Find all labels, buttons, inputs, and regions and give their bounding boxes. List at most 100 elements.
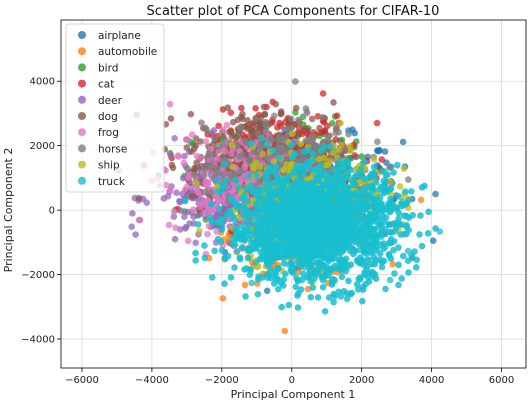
- data-point: [292, 104, 300, 112]
- data-point: [328, 255, 336, 263]
- data-point: [288, 141, 295, 149]
- data-point: [335, 146, 343, 153]
- data-point: [286, 210, 293, 218]
- data-point: [394, 161, 401, 169]
- data-point: [275, 131, 283, 139]
- data-point: [314, 270, 322, 277]
- data-point: [353, 257, 361, 265]
- data-point: [303, 228, 310, 235]
- data-point: [216, 205, 223, 212]
- data-point: [166, 100, 174, 108]
- data-point: [232, 200, 240, 208]
- data-point: [168, 161, 176, 169]
- data-point: [396, 183, 404, 190]
- data-point: [135, 216, 143, 224]
- data-point: [135, 194, 143, 202]
- data-point: [343, 295, 351, 303]
- data-point: [378, 156, 386, 163]
- plot-frame: [60, 19, 527, 369]
- legend-marker: [78, 63, 86, 72]
- data-point: [333, 124, 341, 131]
- data-point: [264, 274, 272, 282]
- data-point: [263, 140, 271, 148]
- data-point: [251, 239, 258, 246]
- x-axis-label: Principal Component 1: [231, 388, 356, 401]
- data-point: [370, 169, 378, 177]
- data-point: [338, 193, 345, 200]
- data-point: [259, 235, 266, 243]
- data-point: [294, 199, 302, 206]
- data-point: [260, 103, 268, 111]
- data-point: [367, 269, 375, 276]
- x-tick-label: 4000: [419, 375, 444, 386]
- data-point: [218, 215, 225, 223]
- data-point: [357, 237, 365, 244]
- data-point: [208, 129, 215, 137]
- data-point: [330, 149, 337, 157]
- data-point: [208, 218, 216, 226]
- data-point: [235, 230, 242, 237]
- data-point: [363, 183, 371, 190]
- data-point: [380, 189, 388, 197]
- y-tick-label: −4000: [21, 335, 55, 346]
- data-point: [167, 115, 175, 122]
- data-point: [245, 254, 252, 262]
- data-point: [294, 176, 302, 184]
- data-point: [292, 283, 300, 291]
- data-point: [303, 203, 311, 210]
- data-point: [212, 213, 219, 220]
- data-point: [269, 146, 277, 154]
- data-point: [412, 264, 420, 271]
- data-point: [284, 126, 292, 133]
- data-point: [285, 301, 293, 309]
- data-point: [280, 244, 287, 251]
- data-point: [357, 212, 365, 220]
- data-point: [240, 212, 247, 219]
- data-point: [319, 274, 327, 281]
- data-point: [248, 140, 255, 147]
- data-point: [196, 227, 203, 235]
- data-point: [160, 195, 168, 202]
- data-point: [252, 105, 259, 112]
- data-point: [308, 199, 316, 206]
- data-point: [192, 249, 199, 257]
- axis-ticks: −6000 −4000 −2000 0 2000 4000 6000−4000−200002…: [21, 77, 514, 386]
- data-point: [296, 247, 304, 255]
- data-point: [189, 206, 197, 213]
- data-point: [214, 169, 222, 176]
- data-point: [267, 201, 274, 209]
- data-point: [222, 177, 229, 184]
- data-point: [201, 242, 208, 249]
- data-point: [232, 177, 239, 184]
- data-point: [359, 286, 367, 293]
- data-point: [350, 181, 358, 189]
- data-point: [245, 172, 253, 180]
- data-point: [404, 197, 412, 204]
- data-point: [236, 255, 244, 263]
- data-point: [320, 216, 328, 224]
- data-point: [200, 188, 208, 196]
- data-point: [387, 184, 395, 192]
- data-point: [213, 228, 221, 235]
- data-point: [231, 241, 239, 248]
- data-point: [332, 165, 339, 173]
- data-point: [369, 249, 376, 256]
- data-point: [329, 120, 336, 127]
- data-point: [188, 131, 196, 138]
- data-point: [281, 327, 289, 335]
- legend-entry: automobile: [98, 46, 157, 58]
- data-point: [295, 230, 302, 238]
- data-point: [319, 261, 327, 268]
- data-point: [209, 274, 216, 281]
- data-point: [267, 196, 274, 204]
- data-point: [327, 193, 335, 200]
- data-point: [253, 200, 260, 207]
- x-tick-label: 6000: [489, 375, 514, 386]
- legend-marker: [78, 47, 86, 56]
- data-point: [297, 140, 305, 148]
- data-point: [348, 205, 355, 212]
- data-point: [333, 112, 341, 119]
- data-point: [253, 172, 260, 179]
- data-point: [242, 232, 250, 240]
- data-point: [373, 119, 381, 127]
